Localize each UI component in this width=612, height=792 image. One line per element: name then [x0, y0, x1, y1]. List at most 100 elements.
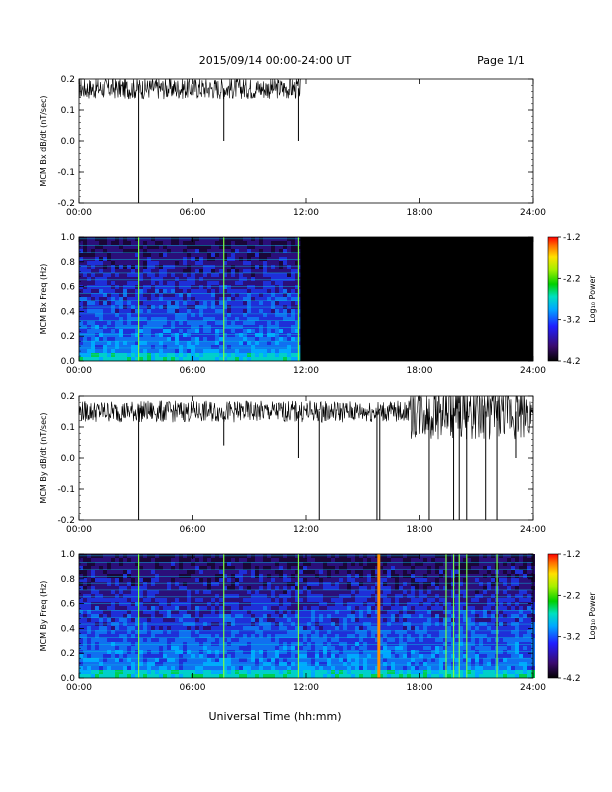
spectrogram-cell: [231, 634, 235, 638]
spectrogram-cell: [227, 574, 231, 578]
spectrogram-cell: [203, 598, 207, 602]
spectrogram-cell: [351, 646, 355, 650]
spectrogram-cell: [119, 578, 123, 582]
spectrogram-cell: [207, 341, 211, 345]
spectrogram-cell: [135, 610, 139, 614]
spectrogram-cell: [439, 566, 443, 570]
spectrogram-cell: [295, 630, 299, 634]
spectrogram-cell: [83, 574, 87, 578]
spectrogram-cell: [423, 578, 427, 582]
spectrogram-cell: [115, 249, 119, 253]
spectrogram-cell: [295, 349, 299, 353]
spectrogram-cell: [411, 606, 415, 610]
spectrogram-cell: [251, 241, 255, 245]
spectrogram-cell: [379, 654, 383, 658]
spectrogram-cell: [351, 650, 355, 654]
spectrogram-cell: [95, 674, 99, 678]
spectrogram-cell: [307, 646, 311, 650]
spectrogram-cell: [99, 594, 103, 598]
spectrogram-cell: [295, 634, 299, 638]
spectrogram-cell: [151, 558, 155, 562]
spectrogram-cell: [231, 341, 235, 345]
spectrogram-cell: [247, 345, 251, 349]
spectrogram-cell: [215, 261, 219, 265]
spectrogram-cell: [171, 610, 175, 614]
spectrogram-cell: [99, 658, 103, 662]
spectrogram-cell: [191, 634, 195, 638]
spectrogram-cell: [339, 574, 343, 578]
spectrogram-cell: [159, 341, 163, 345]
spectrogram-cell: [435, 586, 439, 590]
spectrogram-cell: [87, 558, 91, 562]
spectrogram-cell: [143, 614, 147, 618]
spectrogram-cell: [423, 674, 427, 678]
spectrogram-cell: [291, 674, 295, 678]
spectrogram-cell: [263, 281, 267, 285]
spectrogram-cell: [167, 293, 171, 297]
spectrogram-cell: [271, 285, 275, 289]
spectrogram-cell: [179, 349, 183, 353]
spectrogram-cell: [151, 357, 155, 361]
spectrogram-cell: [243, 297, 247, 301]
spectrogram-cell: [207, 582, 211, 586]
spectrogram-cell: [235, 566, 239, 570]
spectrogram-cell: [123, 666, 127, 670]
spectrogram-cell: [299, 650, 303, 654]
spectrogram-cell: [83, 626, 87, 630]
spectrogram-cell: [119, 654, 123, 658]
spectrogram-cell: [191, 638, 195, 642]
spectrogram-cell: [263, 646, 267, 650]
spectrogram-cell: [275, 610, 279, 614]
spectrogram-cell: [199, 570, 203, 574]
spectrogram-cell: [251, 249, 255, 253]
spectrogram-cell: [435, 646, 439, 650]
spectrogram-cell: [95, 574, 99, 578]
spectrogram-cell: [127, 317, 131, 321]
spectrogram-cell: [375, 654, 379, 658]
spectrogram-cell: [355, 674, 359, 678]
spectrogram-cell: [427, 638, 431, 642]
spectrogram-cell: [139, 598, 143, 602]
spectrogram-cell: [103, 277, 107, 281]
spectrogram-cell: [271, 602, 275, 606]
spectrogram-cell: [339, 654, 343, 658]
spectrogram-cell: [127, 658, 131, 662]
spectrogram-cell: [319, 582, 323, 586]
spectrogram-cell: [223, 301, 227, 305]
spectrogram-cell: [163, 309, 167, 313]
spectrogram-cell: [283, 249, 287, 253]
spectrogram-cell: [119, 666, 123, 670]
spectrogram-cell: [299, 646, 303, 650]
spectrogram-cell: [223, 654, 227, 658]
spectrogram-cell: [179, 289, 183, 293]
spectrogram-cell: [323, 618, 327, 622]
spectrogram-cell: [91, 297, 95, 301]
spectrogram-cell: [239, 658, 243, 662]
spectrogram-cell: [191, 558, 195, 562]
spectrogram-cell: [419, 638, 423, 642]
spectrogram-cell: [183, 241, 187, 245]
spectrogram-cell: [435, 654, 439, 658]
spectrogram-cell: [207, 357, 211, 361]
spectrogram-cell: [155, 313, 159, 317]
spectrogram-cell: [291, 281, 295, 285]
spectrogram-cell: [187, 309, 191, 313]
spectrogram-cell: [459, 614, 463, 618]
spectrogram-cell: [455, 598, 459, 602]
spectrogram-cell: [175, 357, 179, 361]
spectrogram-cell: [335, 602, 339, 606]
spectrogram-cell: [123, 269, 127, 273]
spectrogram-cell: [159, 281, 163, 285]
spectrogram-cell: [319, 630, 323, 634]
spectrogram-cell: [163, 582, 167, 586]
spectrogram-cell: [175, 285, 179, 289]
spectrogram-cell: [227, 285, 231, 289]
spectrogram-cell: [167, 606, 171, 610]
spectrogram-cell: [255, 586, 259, 590]
x-tick-label: 18:00: [407, 208, 433, 218]
spectrogram-cell: [187, 329, 191, 333]
spectrogram-cell: [415, 658, 419, 662]
spectrogram-cell: [171, 253, 175, 257]
spectrogram-cell: [175, 638, 179, 642]
spectrogram-cell: [127, 638, 131, 642]
